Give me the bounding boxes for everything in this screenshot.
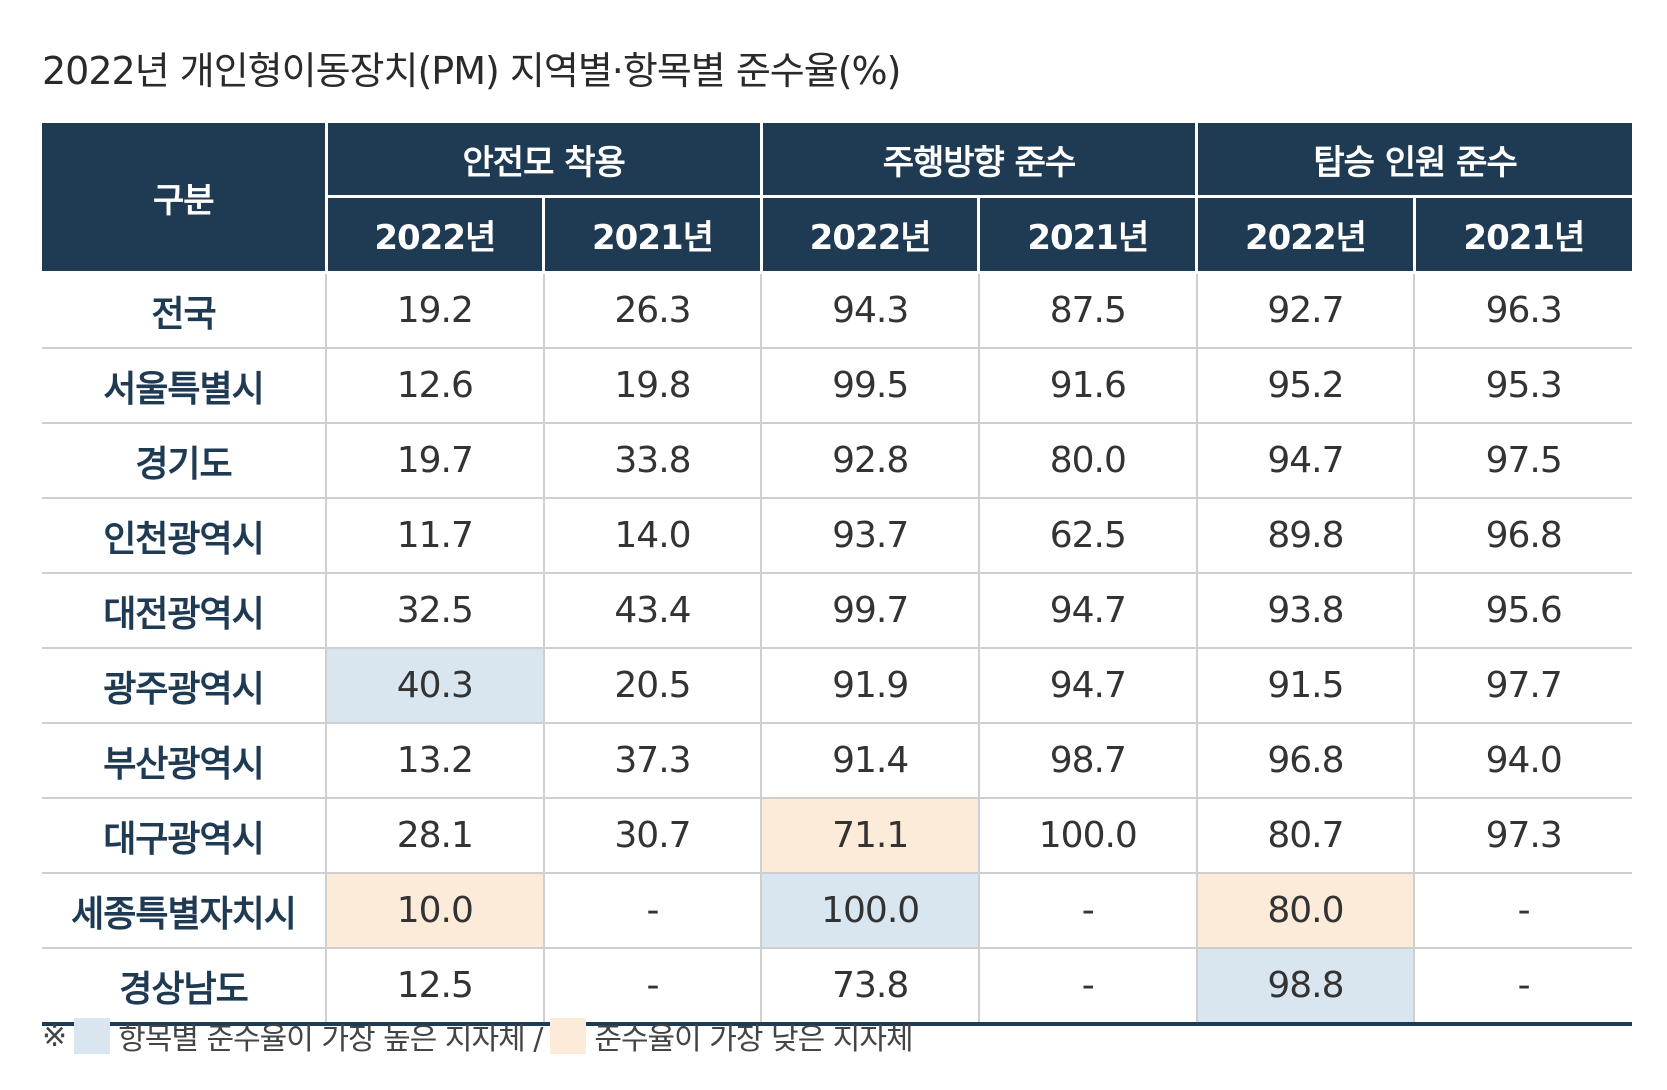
value-cell: 99.7 <box>760 572 980 649</box>
value-cell: - <box>542 872 763 949</box>
value-cell: 94.7 <box>977 647 1198 724</box>
table-row: 전국 19.2 26.3 94.3 87.5 92.7 96.3 <box>42 271 1632 349</box>
value-cell: 97.5 <box>1413 422 1632 499</box>
value-cell: 26.3 <box>542 271 763 349</box>
legend-note-mark: ※ <box>42 1018 67 1054</box>
value-cell: 43.4 <box>542 572 763 649</box>
table-row: 부산광역시 13.2 37.3 91.4 98.7 96.8 94.0 <box>42 722 1632 799</box>
region-cell: 부산광역시 <box>42 722 327 799</box>
region-cell: 세종특별자치시 <box>42 872 327 949</box>
header-year: 2021년 <box>542 195 763 274</box>
region-cell: 인천광역시 <box>42 497 327 574</box>
value-cell: 80.0 <box>1195 872 1416 949</box>
value-cell: 91.6 <box>977 347 1198 424</box>
header-year: 2021년 <box>1412 195 1632 274</box>
legend-low-swatch <box>550 1018 587 1054</box>
value-cell: 14.0 <box>542 497 763 574</box>
header-year: 2022년 <box>759 195 981 274</box>
value-cell: 94.0 <box>1413 722 1632 799</box>
value-cell: 95.3 <box>1413 347 1632 424</box>
region-cell: 대구광역시 <box>42 797 327 874</box>
value-cell: 13.2 <box>325 722 545 799</box>
table-row: 대구광역시 28.1 30.7 71.1 100.0 80.7 97.3 <box>42 797 1632 874</box>
value-cell: 10.0 <box>325 872 545 949</box>
header-group-direction: 주행방향 준수 <box>759 120 1199 198</box>
value-cell: 37.3 <box>542 722 763 799</box>
value-cell: 80.0 <box>977 422 1198 499</box>
value-cell: 94.7 <box>1195 422 1416 499</box>
header-year: 2022년 <box>326 195 546 274</box>
value-cell: 94.7 <box>977 572 1198 649</box>
legend-high-label: 항목별 준수율이 가장 높은 지자체 / <box>118 1022 543 1057</box>
value-cell: 97.7 <box>1413 647 1632 724</box>
value-cell: - <box>977 947 1198 1026</box>
table-row: 세종특별자치시 10.0-100.0-80.0- <box>42 872 1632 949</box>
value-cell: 12.5 <box>325 947 545 1026</box>
header-group-helmet: 안전모 착용 <box>324 120 763 198</box>
header-year: 2021년 <box>977 195 1199 274</box>
value-cell: 97.3 <box>1413 797 1632 874</box>
table-row: 경기도 19.7 33.8 92.8 80.0 94.7 97.5 <box>42 422 1632 499</box>
value-cell: 91.9 <box>760 647 980 724</box>
value-cell: 20.5 <box>542 647 763 724</box>
value-cell: - <box>1413 947 1632 1026</box>
value-cell: 33.8 <box>542 422 763 499</box>
value-cell: 19.7 <box>325 422 545 499</box>
compliance-table: 구분 안전모 착용 주행방향 준수 탑승 인원 준수 2022년 2021년 202… <box>42 120 1632 1026</box>
value-cell: 71.1 <box>760 797 980 874</box>
region-cell: 서울특별시 <box>42 347 327 424</box>
region-cell: 광주광역시 <box>42 647 327 724</box>
value-cell: 96.8 <box>1413 497 1632 574</box>
value-cell: 95.2 <box>1195 347 1416 424</box>
table-row: 광주광역시 40.3 20.5 91.9 94.7 91.5 97.7 <box>42 647 1632 724</box>
value-cell: - <box>542 947 763 1026</box>
value-cell: 11.7 <box>325 497 545 574</box>
value-cell: 40.3 <box>325 647 545 724</box>
legend-low-label: 준수율이 가장 낮은 지자체 <box>594 1022 913 1057</box>
value-cell: 94.3 <box>760 271 980 349</box>
value-cell: 100.0 <box>977 797 1198 874</box>
value-cell: 91.5 <box>1195 647 1416 724</box>
value-cell: 19.2 <box>325 271 545 349</box>
value-cell: - <box>1413 872 1632 949</box>
value-cell: 93.7 <box>760 497 980 574</box>
value-cell: 19.8 <box>542 347 763 424</box>
table-row: 경상남도 12.5-73.8-98.8- <box>42 947 1632 1026</box>
header-group-passenger: 탑승 인원 준수 <box>1195 120 1632 198</box>
region-cell: 전국 <box>42 271 327 349</box>
region-cell: 경기도 <box>42 422 327 499</box>
value-cell: 96.8 <box>1195 722 1416 799</box>
value-cell: 80.7 <box>1195 797 1416 874</box>
value-cell: 99.5 <box>760 347 980 424</box>
value-cell: 73.8 <box>760 947 980 1026</box>
value-cell: 98.8 <box>1195 947 1416 1026</box>
page-title: 2022년 개인형이동장치(PM) 지역별·항목별 준수율(%) <box>42 49 901 93</box>
header-year: 2022년 <box>1195 195 1416 274</box>
value-cell: 28.1 <box>325 797 545 874</box>
legend: ※ 항목별 준수율이 가장 높은 지자체 / 준수율이 가장 낮은 지자체 <box>42 1014 914 1058</box>
value-cell: 92.8 <box>760 422 980 499</box>
table-row: 대전광역시 32.5 43.4 99.7 94.7 93.8 95.6 <box>42 572 1632 649</box>
value-cell: 30.7 <box>542 797 763 874</box>
value-cell: 100.0 <box>760 872 980 949</box>
value-cell: 96.3 <box>1413 271 1632 349</box>
region-cell: 대전광역시 <box>42 572 327 649</box>
value-cell: 92.7 <box>1195 271 1416 349</box>
value-cell: 62.5 <box>977 497 1198 574</box>
value-cell: - <box>977 872 1198 949</box>
table-row: 서울특별시 12.6 19.8 99.5 91.6 95.2 95.3 <box>42 347 1632 424</box>
value-cell: 12.6 <box>325 347 545 424</box>
legend-high-swatch <box>74 1018 111 1054</box>
value-cell: 89.8 <box>1195 497 1416 574</box>
value-cell: 32.5 <box>325 572 545 649</box>
header-category: 구분 <box>42 120 328 274</box>
region-cell: 경상남도 <box>42 947 327 1026</box>
value-cell: 87.5 <box>977 271 1198 349</box>
value-cell: 91.4 <box>760 722 980 799</box>
value-cell: 98.7 <box>977 722 1198 799</box>
table-row: 인천광역시 11.7 14.0 93.7 62.5 89.8 96.8 <box>42 497 1632 574</box>
value-cell: 93.8 <box>1195 572 1416 649</box>
value-cell: 95.6 <box>1413 572 1632 649</box>
